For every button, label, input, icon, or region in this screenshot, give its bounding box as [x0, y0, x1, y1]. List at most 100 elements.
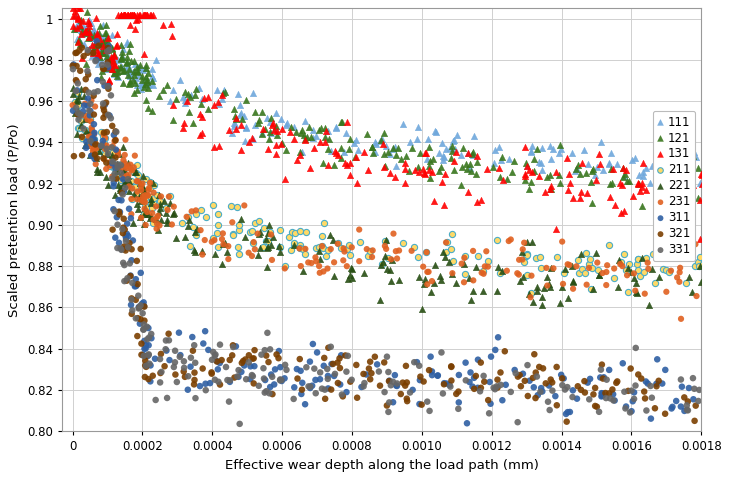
- 331: [155, 368, 167, 376]
- 121: [541, 174, 553, 181]
- 121: [101, 64, 112, 72]
- 121: [123, 48, 135, 55]
- 121: [667, 182, 679, 190]
- 321: [540, 380, 552, 387]
- 221: [703, 279, 715, 287]
- 221: [216, 260, 228, 267]
- 331: [82, 67, 93, 75]
- 231: [517, 256, 529, 264]
- 121: [107, 57, 118, 64]
- 221: [419, 275, 431, 283]
- 111: [88, 47, 99, 54]
- 131: [242, 138, 254, 146]
- 211: [95, 128, 107, 135]
- 211: [704, 269, 715, 277]
- 321: [607, 385, 618, 393]
- 231: [90, 140, 101, 147]
- 111: [226, 129, 238, 137]
- 311: [656, 380, 668, 387]
- 311: [311, 348, 323, 356]
- 331: [604, 395, 616, 402]
- 131: [115, 11, 126, 18]
- 121: [108, 50, 120, 58]
- 311: [108, 179, 120, 187]
- 121: [606, 179, 618, 187]
- 111: [495, 156, 507, 164]
- 121: [142, 104, 154, 111]
- 321: [530, 369, 542, 376]
- 221: [169, 209, 180, 216]
- 231: [101, 142, 112, 150]
- 331: [138, 352, 150, 360]
- 211: [131, 189, 143, 197]
- 131: [69, 12, 81, 19]
- 111: [369, 148, 381, 156]
- 231: [639, 290, 650, 298]
- 331: [315, 369, 326, 376]
- 111: [694, 179, 706, 186]
- 331: [258, 375, 270, 383]
- 121: [114, 63, 126, 71]
- 131: [139, 11, 150, 18]
- 321: [334, 364, 346, 372]
- 121: [343, 145, 355, 153]
- 121: [125, 79, 137, 87]
- 311: [640, 378, 652, 385]
- 221: [517, 273, 529, 280]
- 321: [418, 378, 429, 385]
- 131: [581, 190, 593, 197]
- 121: [423, 144, 434, 151]
- 221: [154, 204, 166, 212]
- 331: [75, 111, 87, 119]
- 311: [441, 380, 453, 387]
- 231: [249, 245, 261, 253]
- 131: [520, 143, 531, 151]
- 221: [235, 216, 247, 223]
- 111: [493, 143, 505, 151]
- 311: [259, 376, 271, 384]
- 311: [466, 383, 478, 390]
- 121: [146, 77, 158, 84]
- 321: [78, 52, 90, 60]
- 311: [603, 366, 615, 374]
- 131: [330, 149, 342, 157]
- 121: [217, 89, 228, 97]
- 131: [437, 179, 448, 186]
- 231: [155, 192, 167, 200]
- 211: [164, 192, 176, 200]
- 221: [273, 242, 285, 250]
- 321: [649, 405, 661, 412]
- 311: [67, 107, 79, 115]
- 221: [139, 210, 150, 217]
- 111: [322, 127, 334, 134]
- 221: [91, 154, 102, 162]
- 221: [562, 294, 574, 302]
- 311: [607, 390, 619, 398]
- 321: [142, 375, 154, 383]
- 121: [140, 73, 152, 81]
- 231: [526, 272, 537, 279]
- 221: [67, 90, 79, 98]
- 331: [206, 356, 218, 364]
- 211: [667, 242, 679, 250]
- 131: [637, 159, 648, 167]
- 311: [88, 120, 100, 128]
- 331: [489, 385, 501, 393]
- 321: [596, 361, 608, 369]
- 221: [72, 107, 84, 114]
- 311: [670, 397, 682, 405]
- 331: [171, 378, 182, 386]
- 221: [382, 265, 393, 273]
- 321: [139, 357, 151, 365]
- 111: [331, 124, 342, 132]
- 331: [143, 334, 155, 341]
- 321: [97, 65, 109, 72]
- 111: [134, 65, 146, 73]
- 131: [399, 166, 410, 173]
- 321: [551, 401, 563, 409]
- 121: [76, 27, 88, 35]
- 221: [377, 258, 388, 266]
- 321: [381, 402, 393, 409]
- 131: [177, 124, 188, 132]
- 121: [68, 25, 80, 33]
